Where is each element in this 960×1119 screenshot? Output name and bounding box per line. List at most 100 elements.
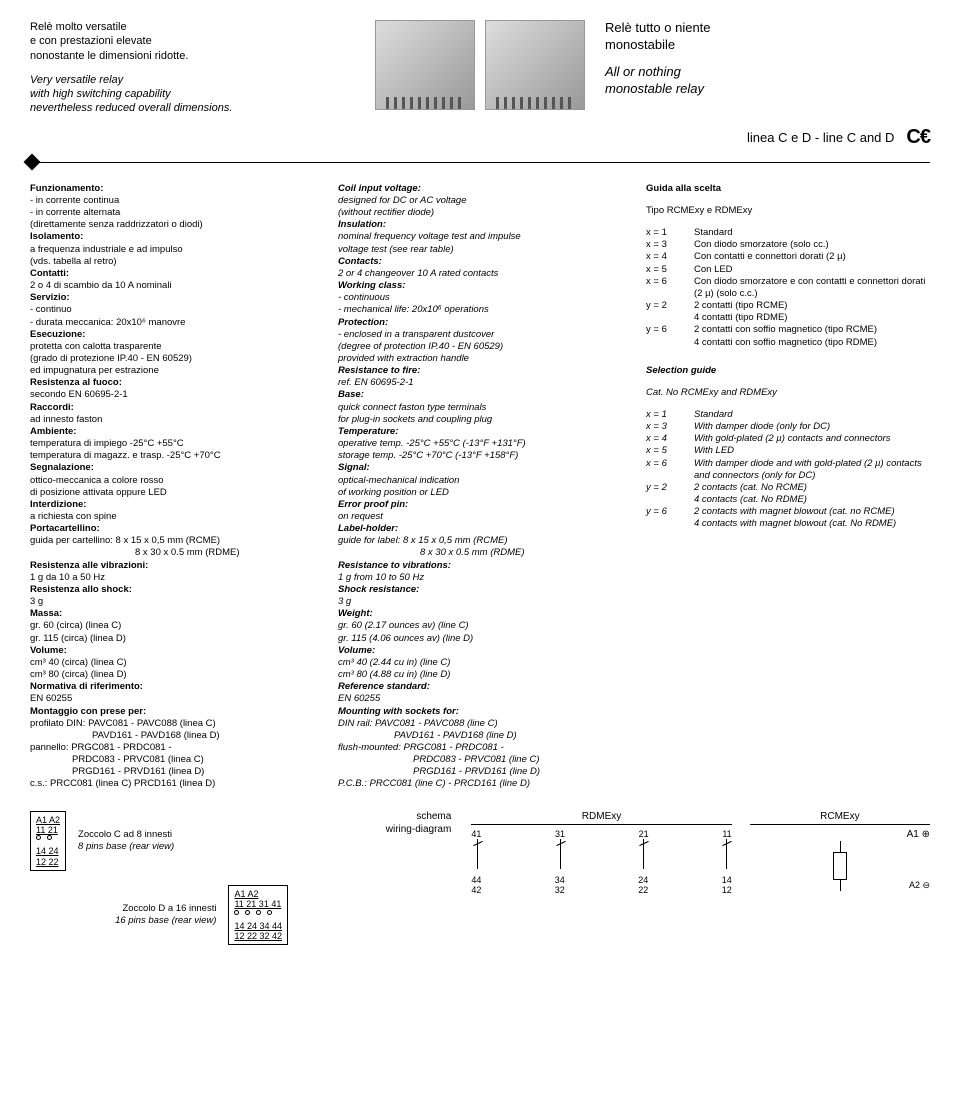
spec-heading: Temperature: [338,426,398,437]
relay-image-d [485,20,585,110]
spec-heading: Protection: [338,317,388,328]
spec-heading: Resistenza allo shock: [30,584,132,595]
contact-num: 42 [471,885,481,895]
guide-key: x = 4 [646,251,688,263]
spec-text: temperatura di magazz. e trasp. -25°C +7… [30,450,314,462]
spec-heading: Signal: [338,462,370,473]
pin-label: A1 A2 [36,815,60,825]
spec-text: profilato DIN: PAVC081 - PAVC088 (linea … [30,718,314,730]
coil-bot-label: A2 ⊖ [909,880,930,891]
spec-text: protetta con calotta trasparente [30,341,314,353]
spec-text: c.s.: PRCC081 (linea C) PRCD161 (linea D… [30,778,314,790]
spec-text: PAVD161 - PAVD168 (linea D) [30,730,314,742]
pin-caption: Zoccolo D a 16 innesti [115,903,216,915]
spec-text: - in corrente alternata [30,207,314,219]
switch-symbol-icon [720,839,732,869]
header-en-line: monostable relay [605,81,930,98]
guide-key [646,337,688,349]
spec-text: voltage test (see rear table) [338,244,622,256]
contact-num: 24 [638,875,648,885]
wiring-rdme: RDMExy 41312111 4442343224221412 [471,811,731,895]
spec-text: - continuous [338,292,622,304]
guide-key: y = 6 [646,506,688,518]
pin-label: 12 22 [36,857,60,867]
spec-col-italian: Funzionamento: - in corrente continua - … [30,183,314,791]
spec-heading: Esecuzione: [30,329,85,340]
pin-caption: 16 pins base (rear view) [115,915,216,927]
guide-value: Con contatti e connettori dorati (2 µ) [694,251,930,263]
contact-num: 14 [722,875,732,885]
header-left: Relè molto versatile e con prestazioni e… [30,20,355,116]
switch-symbol-icon [471,839,483,869]
spec-heading: Weight: [338,608,373,619]
header: Relè molto versatile e con prestazioni e… [30,20,930,116]
spec-heading: Contacts: [338,256,382,267]
contact-num: 22 [638,885,648,895]
contact-num: 31 [555,829,565,839]
coil-symbol-icon [833,852,847,880]
spec-text: flush-mounted: PRGC081 - PRDC081 - [338,742,622,754]
guide-value: Con diodo smorzatore (solo cc.) [694,239,930,251]
header-en-line: nevertheless reduced overall dimensions. [30,101,355,115]
guide-value: 2 contacts with magnet blowout (cat. no … [694,506,930,518]
spec-text: guide for label: 8 x 15 x 0,5 mm (RCME) [338,535,622,547]
spec-heading: Raccordi: [30,402,74,413]
contact-num: 34 [555,875,565,885]
contact-num: 21 [639,829,649,839]
spec-text: nominal frequency voltage test and impul… [338,231,622,243]
spec-text: for plug-in sockets and coupling plug [338,414,622,426]
guide-table-it: x = 1Standardx = 3Con diodo smorzatore (… [646,227,930,349]
pin-label: 11 21 31 41 [234,899,282,909]
spec-text: secondo EN 60695-2-1 [30,389,314,401]
contact-num: 11 [722,829,731,839]
switch-symbol-icon [554,839,566,869]
spec-text: EN 60255 [30,693,314,705]
spec-text: EN 60255 [338,693,622,705]
contact-num: 12 [722,885,732,895]
guide-key: x = 6 [646,276,688,300]
spec-text: guida per cartellino: 8 x 15 x 0,5 mm (R… [30,535,314,547]
spec-heading: Label-holder: [338,523,398,534]
spec-heading: Volume: [30,645,67,656]
pin-box-16: A1 A2 11 21 31 41 14 24 34 44 12 22 32 4… [228,885,288,945]
spec-heading: Coil input voltage: [338,183,421,194]
spec-text: provided with extraction handle [338,353,622,365]
wiring-title: RDMExy [471,811,731,825]
spec-heading: Normativa di riferimento: [30,681,143,692]
spec-heading: Massa: [30,608,62,619]
contact-num: 44 [471,875,481,885]
spec-heading: Funzionamento: [30,183,103,194]
spec-text: - enclosed in a transparent dustcover [338,329,622,341]
footer: A1 A2 11 21 14 24 12 22 Zoccolo C ad 8 i… [30,811,930,946]
spec-col-english: Coil input voltage: designed for DC or A… [338,183,622,791]
pin-caption: Zoccolo C ad 8 innesti [78,829,174,841]
diamond-icon [24,153,41,170]
spec-heading: Insulation: [338,219,386,230]
spec-text: a richiesta con spine [30,511,314,523]
spec-text: gr. 60 (2.17 ounces av) (line C) [338,620,622,632]
selection-guide-col: Guida alla scelta Tipo RCMExy e RDMExy x… [646,183,930,791]
guide-subheading: Cat. No RCMExy and RDMExy [646,387,930,399]
spec-text: gr. 115 (circa) (linea D) [30,633,314,645]
spec-text: ottico-meccanica a colore rosso [30,475,314,487]
spec-text: P.C.B.: PRCC081 (line C) - PRCD161 (line… [338,778,622,790]
spec-text: DIN rail: PAVC081 - PAVC088 (line C) [338,718,622,730]
contact-num: 41 [471,829,481,839]
guide-value: 2 contatti (tipo RCME) [694,300,930,312]
spec-text: PRGD161 - PRVD161 (line D) [338,766,622,778]
pin-label: 11 21 [36,825,60,835]
spec-text: pannello: PRGC081 - PRDC081 - [30,742,314,754]
spec-heading: Error proof pin: [338,499,408,510]
spec-text: 1 g from 10 to 50 Hz [338,572,622,584]
guide-key: y = 2 [646,482,688,494]
spec-text: gr. 115 (4.06 ounces av) (line D) [338,633,622,645]
guide-value: Con LED [694,264,930,276]
guide-value: With damper diode (only for DC) [694,421,930,433]
pin-box-8: A1 A2 11 21 14 24 12 22 [30,811,66,871]
guide-value: Standard [694,227,930,239]
spec-text: 2 or 4 changeover 10 A rated contacts [338,268,622,280]
product-line-row: linea C e D - line C and D C€ [30,126,930,149]
guide-heading: Selection guide [646,365,716,376]
header-it-line: monostabile [605,37,930,54]
spec-text: of working position or LED [338,487,622,499]
